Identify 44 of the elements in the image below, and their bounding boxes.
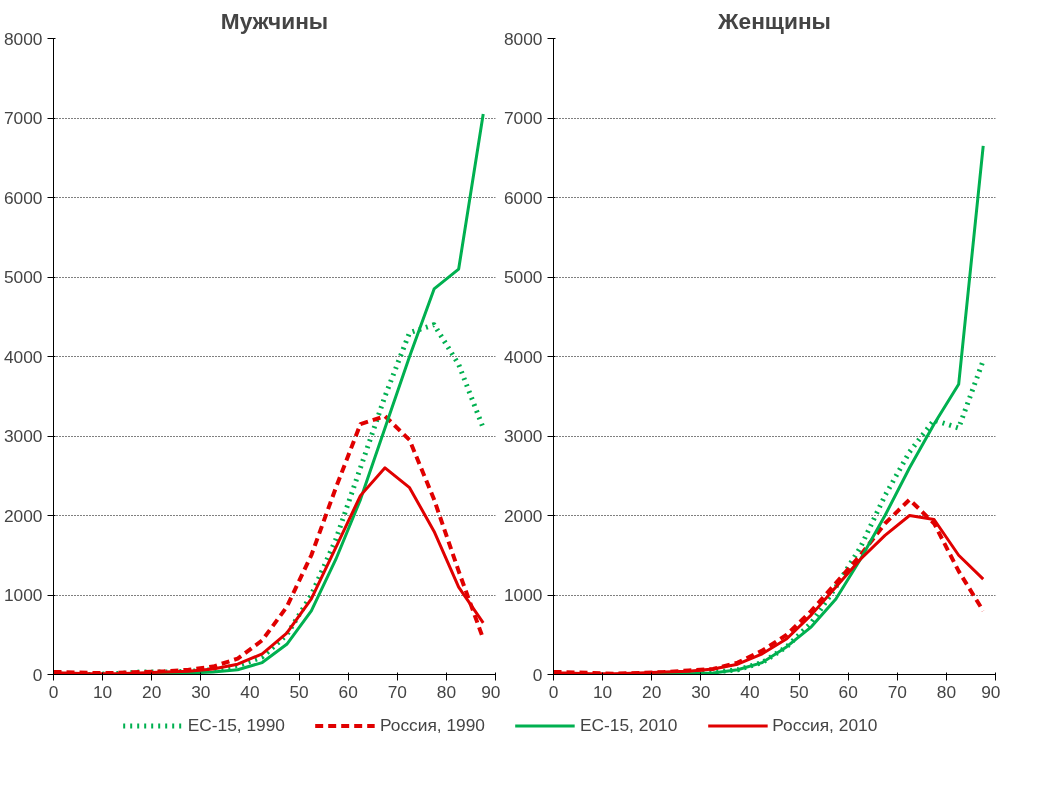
x-tick-label: 40 xyxy=(740,681,760,702)
x-tick-label: 40 xyxy=(240,681,260,702)
y-tick-label: 7000 xyxy=(3,108,43,128)
x-tick-label: 70 xyxy=(887,681,907,702)
legend-label: ЕС-15, 1990 xyxy=(187,714,285,736)
y-tick-label: 5000 xyxy=(3,267,43,287)
x-tick-label: 90 xyxy=(981,681,1001,702)
y-tick-label: 7000 xyxy=(503,108,543,128)
x-tick-label: 50 xyxy=(789,681,809,702)
x-tick-label: 30 xyxy=(691,681,711,702)
y-tick-label: 6000 xyxy=(3,187,43,208)
chart-title: Женщины xyxy=(717,7,831,34)
x-tick-label: 80 xyxy=(936,681,957,702)
x-tick-label: 60 xyxy=(838,681,858,702)
y-tick-label: 2000 xyxy=(3,505,43,526)
y-tick-label: 1000 xyxy=(503,585,543,605)
y-tick-label: 3000 xyxy=(503,426,543,446)
x-tick-label: 0 xyxy=(548,681,559,702)
x-tick-label: 90 xyxy=(481,681,501,702)
y-tick-label: 0 xyxy=(32,664,43,685)
y-tick-label: 5000 xyxy=(503,267,543,287)
x-tick-label: 20 xyxy=(142,681,162,702)
x-tick-label: 30 xyxy=(191,681,211,702)
x-tick-label: 50 xyxy=(289,681,309,702)
legend-label: Россия, 2010 xyxy=(772,714,878,736)
x-tick-label: 70 xyxy=(387,681,407,702)
x-tick-label: 60 xyxy=(338,681,358,702)
legend-label: Россия, 1990 xyxy=(379,714,485,736)
y-tick-label: 8000 xyxy=(3,28,43,49)
legend-label: ЕС-15, 2010 xyxy=(580,714,678,736)
chart-title: Мужчины xyxy=(220,7,329,34)
x-tick-label: 20 xyxy=(642,681,662,702)
x-tick-label: 10 xyxy=(592,681,613,702)
y-tick-label: 4000 xyxy=(503,346,543,367)
x-tick-label: 80 xyxy=(436,681,457,702)
x-tick-label: 0 xyxy=(48,681,59,702)
x-tick-label: 10 xyxy=(92,681,113,702)
y-tick-label: 1000 xyxy=(3,585,43,605)
y-tick-label: 8000 xyxy=(503,28,543,49)
y-tick-label: 2000 xyxy=(503,505,543,526)
y-tick-label: 6000 xyxy=(503,187,543,208)
y-tick-label: 4000 xyxy=(3,346,43,367)
y-tick-label: 3000 xyxy=(3,426,43,446)
y-tick-label: 0 xyxy=(532,664,543,685)
